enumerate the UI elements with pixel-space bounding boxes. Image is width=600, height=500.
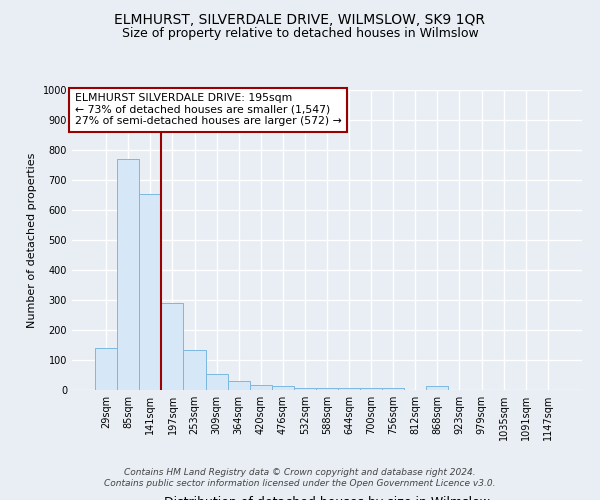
Bar bbox=[316, 388, 338, 390]
Bar bbox=[360, 388, 382, 390]
Bar bbox=[272, 386, 294, 390]
Bar bbox=[338, 388, 360, 390]
Bar bbox=[184, 350, 206, 390]
Bar bbox=[139, 194, 161, 390]
Text: ELMHURST, SILVERDALE DRIVE, WILMSLOW, SK9 1QR: ELMHURST, SILVERDALE DRIVE, WILMSLOW, SK… bbox=[115, 12, 485, 26]
Text: Contains HM Land Registry data © Crown copyright and database right 2024.
Contai: Contains HM Land Registry data © Crown c… bbox=[104, 468, 496, 487]
X-axis label: Distribution of detached houses by size in Wilmslow: Distribution of detached houses by size … bbox=[164, 496, 490, 500]
Bar bbox=[250, 384, 272, 390]
Y-axis label: Number of detached properties: Number of detached properties bbox=[27, 152, 37, 328]
Text: Size of property relative to detached houses in Wilmslow: Size of property relative to detached ho… bbox=[122, 28, 478, 40]
Bar bbox=[427, 386, 448, 390]
Bar bbox=[382, 388, 404, 390]
Text: ELMHURST SILVERDALE DRIVE: 195sqm
← 73% of detached houses are smaller (1,547)
2: ELMHURST SILVERDALE DRIVE: 195sqm ← 73% … bbox=[74, 93, 341, 126]
Bar bbox=[161, 303, 184, 390]
Bar bbox=[117, 159, 139, 390]
Bar bbox=[95, 348, 117, 390]
Bar bbox=[227, 381, 250, 390]
Bar bbox=[206, 374, 227, 390]
Bar bbox=[294, 388, 316, 390]
